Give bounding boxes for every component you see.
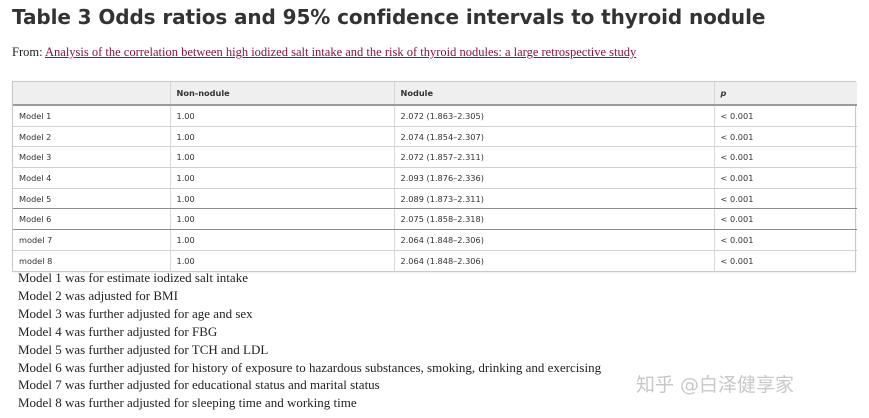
cell-model: model 8 (13, 250, 171, 271)
table-row: Model 5 1.00 2.089 (1.873–2.311) < 0.001 (13, 188, 857, 210)
table-row: Model 6 1.00 2.075 (1.858–2.318) < 0.001 (13, 208, 857, 231)
footnote-item: Model 2 was adjusted for BMI (18, 287, 178, 303)
table-row: Model 1 1.00 2.072 (1.863–2.305) < 0.001 (13, 105, 857, 127)
table-footnotes: Model 1 was for estimate iodized salt in… (18, 269, 601, 412)
cell-non-nodule: 1.00 (170, 250, 395, 271)
footnote-item: Model 7 was further adjusted for educati… (18, 377, 380, 393)
cell-p-value: < 0.001 (714, 126, 857, 148)
cell-p-value: < 0.001 (714, 229, 857, 251)
source-line: From: Analysis of the correlation betwee… (12, 45, 636, 60)
cell-model: Model 3 (13, 146, 171, 169)
cell-non-nodule: 1.00 (170, 188, 395, 210)
cell-p-value: < 0.001 (714, 208, 857, 231)
footnote-item: Model 5 was further adjusted for TCH and… (18, 341, 269, 357)
header-p-value: p (714, 82, 857, 106)
cell-nodule: 2.064 (1.848–2.306) (394, 250, 715, 271)
cell-nodule: 2.093 (1.876–2.336) (394, 167, 715, 189)
odds-ratio-table-container: Non-nodule Nodule p Model 1 1.00 2.072 (… (12, 81, 857, 272)
cell-p-value: < 0.001 (714, 105, 857, 127)
table-row: Model 3 1.00 2.072 (1.857–2.311) < 0.001 (13, 146, 857, 169)
header-non-nodule: Non-nodule (170, 82, 395, 106)
footnote-item: Model 6 was further adjusted for history… (18, 359, 602, 375)
cell-model: Model 1 (13, 105, 171, 127)
cell-nodule: 2.072 (1.863–2.305) (394, 105, 715, 127)
cell-non-nodule: 1.00 (170, 229, 395, 251)
table-row: model 7 1.00 2.064 (1.848–2.306) < 0.001 (13, 229, 857, 251)
footnote-item: Model 4 was further adjusted for FBG (18, 323, 218, 339)
cell-non-nodule: 1.00 (170, 208, 395, 231)
cell-p-value: < 0.001 (714, 146, 857, 169)
table-row: Model 4 1.00 2.093 (1.876–2.336) < 0.001 (13, 167, 857, 189)
cell-nodule: 2.064 (1.848–2.306) (394, 229, 715, 251)
watermark: 知乎 @白泽健享家 (636, 374, 795, 396)
cell-nodule: 2.075 (1.858–2.318) (394, 208, 715, 231)
cell-non-nodule: 1.00 (170, 167, 395, 189)
cell-nodule: 2.072 (1.857–2.311) (394, 146, 715, 169)
table-header-row: Non-nodule Nodule p (13, 82, 857, 106)
table-row: model 8 1.00 2.064 (1.848–2.306) < 0.001 (13, 250, 857, 271)
footnote-item: Model 8 was further adjusted for sleepin… (18, 395, 357, 411)
cell-p-value: < 0.001 (720, 255, 754, 266)
header-model (13, 82, 171, 106)
footnote-item: Model 3 was further adjusted for age and… (18, 305, 253, 321)
cell-non-nodule: 1.00 (170, 126, 395, 148)
cell-model: model 7 (13, 229, 171, 251)
cell-non-nodule: 1.00 (170, 105, 395, 127)
cell-nodule: 2.089 (1.873–2.311) (394, 188, 715, 210)
cell-p-value: < 0.001 (714, 167, 857, 189)
source-article-link[interactable]: Analysis of the correlation between high… (45, 45, 637, 59)
source-label: From: (12, 45, 43, 59)
cell-model: Model 5 (13, 188, 171, 210)
odds-ratio-table: Non-nodule Nodule p Model 1 1.00 2.072 (… (13, 82, 857, 271)
footnote-item: Model 1 was for estimate iodized salt in… (18, 270, 248, 285)
cell-non-nodule: 1.00 (170, 146, 395, 169)
header-nodule: Nodule (394, 82, 715, 106)
cell-nodule: 2.074 (1.854–2.307) (394, 126, 715, 148)
cell-model: Model 2 (13, 126, 171, 148)
table-title: Table 3 Odds ratios and 95% confidence i… (12, 5, 766, 29)
table-row: Model 2 1.00 2.074 (1.854–2.307) < 0.001 (13, 126, 857, 148)
cell-p-value: < 0.001 (714, 188, 857, 210)
cell-model: Model 4 (13, 167, 171, 189)
cell-model: Model 6 (13, 208, 171, 231)
